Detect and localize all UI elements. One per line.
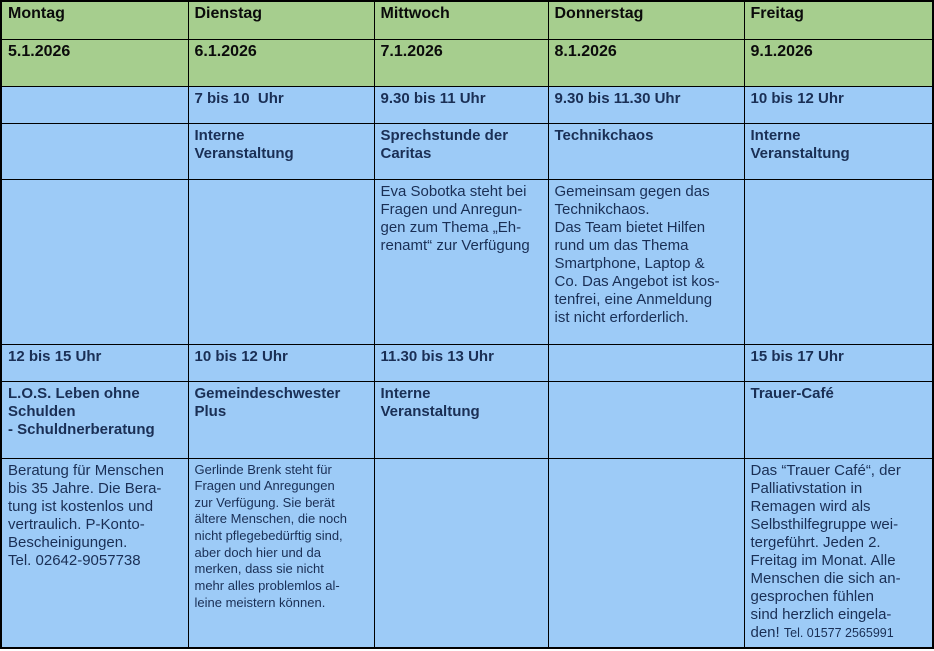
afternoon-title-freitag: Trauer-Café — [743, 380, 934, 459]
afternoon-title-donnerstag — [547, 380, 745, 459]
morning-title-montag — [0, 122, 189, 180]
afternoon-time-montag: 12 bis 15 Uhr — [0, 343, 189, 382]
afternoon-desc-freitag-tel: Tel. 01577 2565991 — [783, 625, 894, 640]
day-header-freitag: Freitag — [743, 0, 934, 40]
afternoon-desc-freitag: Das “Trauer Café“, der Palliativstation … — [743, 457, 934, 649]
date-cell-donnerstag: 8.1.2026 — [547, 38, 745, 87]
afternoon-time-donnerstag — [547, 343, 745, 382]
morning-title-dienstag: Interne Veranstaltung — [187, 122, 375, 180]
morning-time-freitag: 10 bis 12 Uhr — [743, 85, 934, 124]
day-header-mittwoch: Mittwoch — [373, 0, 549, 40]
day-header-donnerstag: Donnerstag — [547, 0, 745, 40]
afternoon-title-montag: L.O.S. Leben ohne Schulden - Schuldnerbe… — [0, 380, 189, 459]
morning-time-dienstag: 7 bis 10 Uhr — [187, 85, 375, 124]
afternoon-time-dienstag: 10 bis 12 Uhr — [187, 343, 375, 382]
morning-desc-mittwoch: Eva Sobotka steht bei Fragen und Anregun… — [373, 178, 549, 345]
date-cell-montag: 5.1.2026 — [0, 38, 189, 87]
date-cell-mittwoch: 7.1.2026 — [373, 38, 549, 87]
morning-time-montag — [0, 85, 189, 124]
day-header-montag: Montag — [0, 0, 189, 40]
date-cell-dienstag: 6.1.2026 — [187, 38, 375, 87]
morning-desc-row: Eva Sobotka steht bei Fragen und Anregun… — [0, 178, 934, 345]
morning-time-donnerstag: 9.30 bis 11.30 Uhr — [547, 85, 745, 124]
morning-time-mittwoch: 9.30 bis 11 Uhr — [373, 85, 549, 124]
morning-desc-dienstag — [187, 178, 375, 345]
afternoon-title-mittwoch: Interne Veranstaltung — [373, 380, 549, 459]
day-header-row: Montag Dienstag Mittwoch Donnerstag Frei… — [0, 0, 934, 40]
morning-title-freitag: Interne Veranstaltung — [743, 122, 934, 180]
afternoon-desc-row: Beratung für Menschen bis 35 Jahre. Die … — [0, 457, 934, 649]
morning-title-donnerstag: Technikchaos — [547, 122, 745, 180]
afternoon-desc-freitag-text: Das “Trauer Café“, der Palliativstation … — [750, 461, 901, 641]
morning-title-row: Interne Veranstaltung Sprechstunde der C… — [0, 122, 934, 180]
afternoon-time-mittwoch: 11.30 bis 13 Uhr — [373, 343, 549, 382]
morning-title-mittwoch: Sprechstunde der Caritas — [373, 122, 549, 180]
afternoon-title-row: L.O.S. Leben ohne Schulden - Schuldnerbe… — [0, 380, 934, 459]
afternoon-desc-montag: Beratung für Menschen bis 35 Jahre. Die … — [0, 457, 189, 649]
morning-time-row: 7 bis 10 Uhr 9.30 bis 11 Uhr 9.30 bis 11… — [0, 85, 934, 124]
date-cell-freitag: 9.1.2026 — [743, 38, 934, 87]
morning-desc-donnerstag: Gemeinsam gegen das Technikchaos. Das Te… — [547, 178, 745, 345]
morning-desc-freitag — [743, 178, 934, 345]
afternoon-desc-donnerstag — [547, 457, 745, 649]
afternoon-time-freitag: 15 bis 17 Uhr — [743, 343, 934, 382]
afternoon-desc-dienstag: Gerlinde Brenk steht für Fragen und Anre… — [187, 457, 375, 649]
morning-desc-montag — [0, 178, 189, 345]
date-row: 5.1.2026 6.1.2026 7.1.2026 8.1.2026 9.1.… — [0, 38, 934, 87]
afternoon-title-dienstag: Gemeindeschwester Plus — [187, 380, 375, 459]
afternoon-desc-mittwoch — [373, 457, 549, 649]
afternoon-time-row: 12 bis 15 Uhr 10 bis 12 Uhr 11.30 bis 13… — [0, 343, 934, 382]
day-header-dienstag: Dienstag — [187, 0, 375, 40]
